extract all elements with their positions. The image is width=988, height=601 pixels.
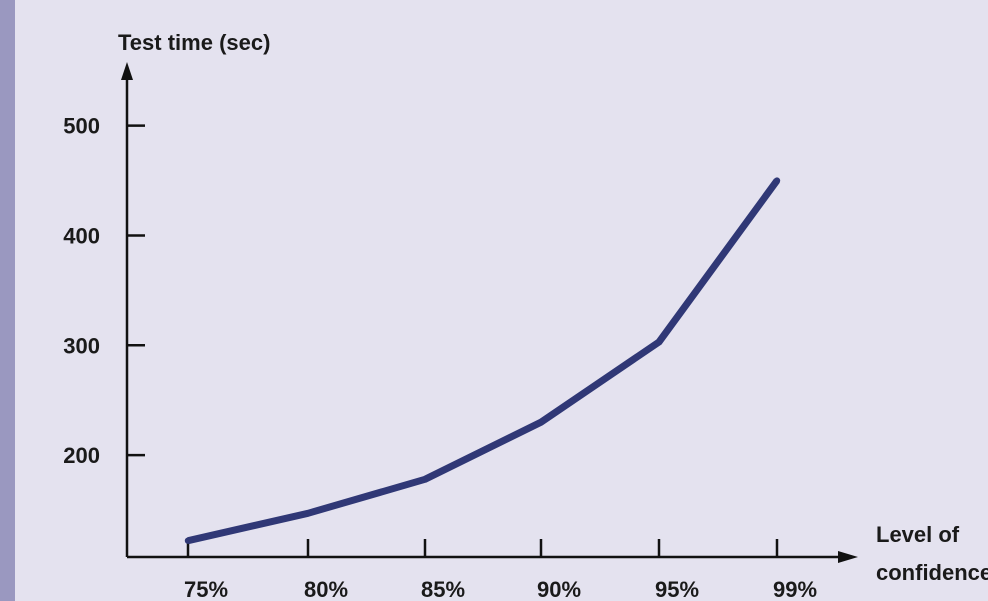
x-tick-label: 80% (304, 577, 348, 601)
x-tick-label: 99% (773, 577, 817, 601)
x-tick-label: 85% (421, 577, 465, 601)
side-accent-bar (0, 0, 15, 601)
data-point (304, 510, 312, 517)
y-tick-label: 300 (63, 333, 100, 358)
x-axis-title-line-1: Level of (876, 522, 960, 547)
x-tick-label: 95% (655, 577, 699, 601)
series-line (187, 178, 780, 545)
data-point (773, 177, 781, 184)
data-point (184, 537, 192, 544)
data-point (655, 338, 663, 346)
data-point (421, 476, 429, 483)
x-axis-title-line-2: confidence (876, 560, 988, 585)
y-tick-label: 200 (63, 443, 100, 468)
y-tick-label: 500 (63, 114, 100, 139)
data-point (537, 419, 545, 426)
x-tick-label: 90% (537, 577, 581, 601)
y-tick-label: 400 (63, 223, 100, 248)
x-axis-arrow (838, 551, 858, 563)
x-tick-label: 75% (184, 577, 228, 601)
y-axis-title: Test time (sec) (118, 30, 270, 55)
y-axis-arrow (121, 62, 133, 80)
